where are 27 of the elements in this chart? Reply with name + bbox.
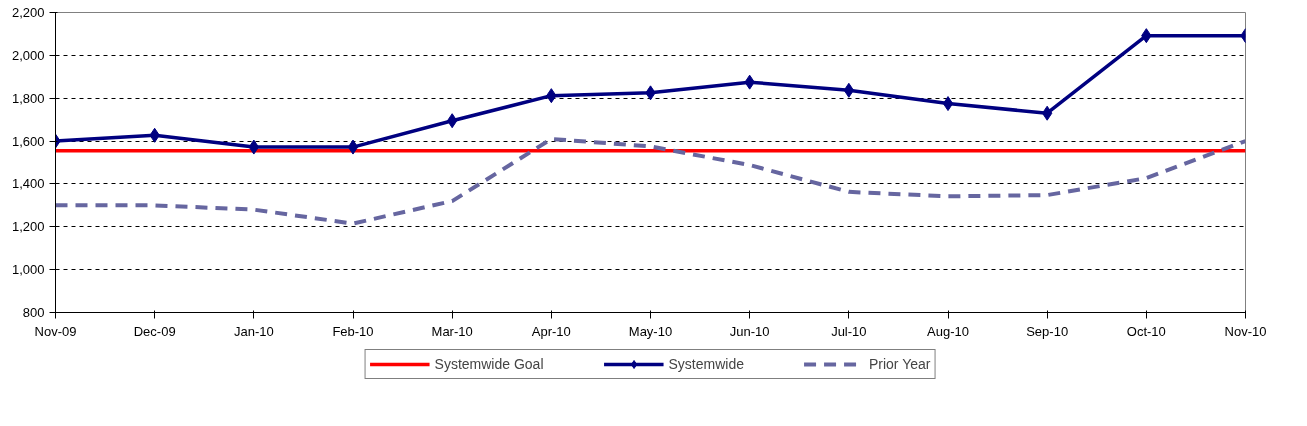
x-tick-label: Apr-10 [531,323,571,339]
legend-label: Prior Year [868,355,931,372]
y-tick-label: 1,000 [11,262,45,278]
point [942,96,954,112]
x-tick-label: Oct-10 [1126,323,1166,339]
x-tick-label: May-10 [628,323,673,339]
x-tick-label: Mar-10 [431,323,473,339]
line-series [55,136,1246,226]
y-tick-label: 800 [22,305,45,320]
legend-label: Systemwide [668,355,744,372]
y-tick-label: 2,000 [11,47,45,63]
y-tick-label: 2,200 [11,5,45,20]
y-tick-label: 1,400 [11,176,45,192]
x-tick-label: Nov-10 [1224,323,1267,339]
x-tick-label: Feb-10 [332,323,374,339]
y-tick-label: 1,800 [11,90,45,106]
y-tick-label: 1,200 [11,219,45,235]
x-tick-label: Sep-10 [1026,323,1069,339]
legend-label: Systemwide Goal [434,355,544,372]
x-tick-label: Jan-10 [233,323,274,339]
point [347,139,359,155]
x-tick-label: Aug-10 [927,323,969,339]
x-tick-label: Jun-10 [729,323,770,339]
x-tick-label: Jul-10 [831,323,867,339]
x-tick-label: Nov-09 [34,323,77,339]
y-tick-label: 1,600 [11,133,45,149]
x-tick-label: Dec-09 [133,323,176,339]
